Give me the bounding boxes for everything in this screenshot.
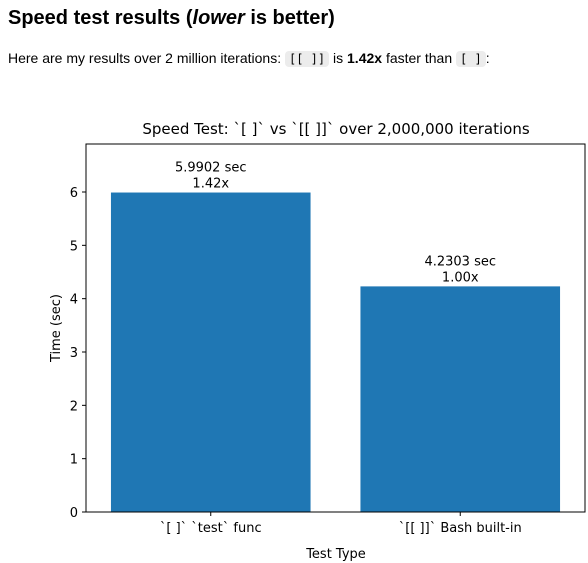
- bar-1: [110, 192, 311, 513]
- x-tick-label: `[[ ]]` Bash built-in: [399, 521, 522, 536]
- intro-text-start: Here are my results over 2 million itera…: [8, 50, 285, 66]
- bar-label-2-line-1: 4.2303 sec: [424, 254, 496, 269]
- bar-label-1-line-2: 1.42x: [192, 177, 229, 192]
- y-axis-label: Time (sec): [49, 294, 64, 363]
- bar-label-2-line-2: 1.00x: [442, 270, 479, 285]
- y-tick-label: 6: [70, 186, 78, 201]
- chart-title: Speed Test: `[ ]` vs `[[ ]]` over 2,000,…: [142, 120, 529, 138]
- x-axis-ticks: `[ ]` `test` func `[[ ]]` Bash built-in: [160, 512, 522, 536]
- y-tick-label: 2: [70, 399, 78, 414]
- code-single-bracket: [ ]: [456, 51, 486, 67]
- bar-2: [360, 286, 561, 512]
- heading-text-end: is better): [244, 7, 335, 29]
- y-axis-ticks: 0 1 2 3 4 5 6: [70, 186, 86, 521]
- speedup-factor: 1.42x: [347, 50, 383, 66]
- y-tick-label: 0: [70, 506, 78, 521]
- y-tick-label: 1: [70, 453, 78, 468]
- x-tick-label: `[ ]` `test` func: [160, 521, 262, 536]
- page-heading: Speed test results (lower is better): [8, 6, 335, 30]
- code-double-bracket: [[ ]]: [285, 51, 330, 67]
- plot-frame: [85, 143, 586, 513]
- intro-text-mid: is: [329, 50, 348, 66]
- bar-label-1-line-1: 5.9902 sec: [175, 161, 247, 176]
- intro-text-mid2: faster than: [382, 50, 456, 66]
- intro-text-end: :: [485, 50, 490, 66]
- heading-text-start: Speed test results (: [8, 7, 193, 29]
- y-tick-label: 5: [70, 239, 78, 254]
- y-tick-label: 4: [70, 293, 78, 308]
- y-tick-label: 3: [70, 346, 78, 361]
- intro-paragraph: Here are my results over 2 million itera…: [8, 48, 490, 69]
- bars-group: [110, 192, 561, 513]
- heading-emphasis: lower: [192, 7, 245, 29]
- x-axis-label: Test Type: [305, 547, 366, 562]
